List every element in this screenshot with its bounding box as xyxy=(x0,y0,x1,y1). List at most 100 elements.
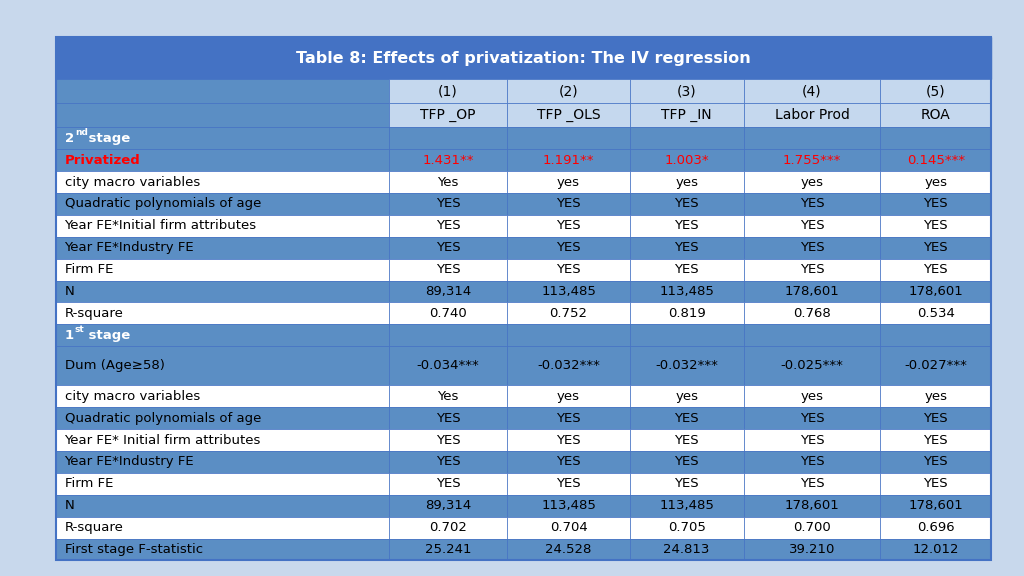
Bar xyxy=(389,79,507,103)
Text: (5): (5) xyxy=(926,84,945,98)
Text: Yes: Yes xyxy=(437,176,459,188)
Bar xyxy=(743,103,881,127)
Text: YES: YES xyxy=(675,412,699,425)
Text: 0.145***: 0.145*** xyxy=(906,154,965,166)
Bar xyxy=(630,495,743,517)
Text: YES: YES xyxy=(800,412,824,425)
Text: 113,485: 113,485 xyxy=(659,499,714,512)
Bar xyxy=(743,495,881,517)
Text: nd: nd xyxy=(75,128,88,137)
Bar xyxy=(630,324,743,346)
Text: (1): (1) xyxy=(438,84,458,98)
Bar xyxy=(389,302,507,324)
Bar xyxy=(881,407,991,429)
Bar xyxy=(881,259,991,281)
Text: Year FE*Industry FE: Year FE*Industry FE xyxy=(65,241,195,254)
Bar xyxy=(56,193,389,215)
Bar xyxy=(507,103,630,127)
Bar xyxy=(56,237,389,259)
Text: YES: YES xyxy=(436,434,461,446)
Text: YES: YES xyxy=(556,263,581,276)
Text: 0.696: 0.696 xyxy=(918,521,954,534)
Bar xyxy=(743,237,881,259)
Text: YES: YES xyxy=(675,434,699,446)
Text: N: N xyxy=(65,499,75,512)
Text: YES: YES xyxy=(556,241,581,254)
Text: R-square: R-square xyxy=(65,307,123,320)
Text: ROA: ROA xyxy=(921,108,950,122)
Bar xyxy=(56,324,389,346)
Text: yes: yes xyxy=(801,390,823,403)
Bar xyxy=(507,451,630,473)
Bar xyxy=(743,302,881,324)
Bar xyxy=(56,103,389,127)
Bar xyxy=(743,281,881,302)
Bar xyxy=(881,215,991,237)
Text: TFP _OLS: TFP _OLS xyxy=(537,108,600,122)
Text: 178,601: 178,601 xyxy=(908,285,964,298)
Bar xyxy=(743,539,881,560)
Bar xyxy=(630,237,743,259)
Text: -0.027***: -0.027*** xyxy=(904,359,968,372)
Bar xyxy=(881,103,991,127)
Text: stage: stage xyxy=(84,329,130,342)
Bar xyxy=(507,539,630,560)
Bar xyxy=(507,429,630,451)
Text: YES: YES xyxy=(924,263,948,276)
Bar xyxy=(630,451,743,473)
Bar xyxy=(507,171,630,193)
Bar xyxy=(389,495,507,517)
Text: YES: YES xyxy=(924,434,948,446)
Bar xyxy=(507,517,630,539)
Bar xyxy=(743,79,881,103)
Bar xyxy=(56,385,389,407)
Bar xyxy=(881,302,991,324)
Bar xyxy=(881,495,991,517)
Text: city macro variables: city macro variables xyxy=(65,390,200,403)
Bar xyxy=(743,193,881,215)
Bar xyxy=(389,281,507,302)
Bar xyxy=(507,193,630,215)
Text: N: N xyxy=(65,285,75,298)
Text: -0.032***: -0.032*** xyxy=(655,359,718,372)
Text: 178,601: 178,601 xyxy=(784,285,840,298)
Text: YES: YES xyxy=(924,456,948,468)
Bar xyxy=(630,346,743,385)
Text: 113,485: 113,485 xyxy=(541,285,596,298)
Bar xyxy=(630,259,743,281)
Bar xyxy=(56,302,389,324)
Bar xyxy=(881,346,991,385)
Bar xyxy=(630,302,743,324)
Text: yes: yes xyxy=(675,390,698,403)
Bar xyxy=(389,149,507,171)
Bar xyxy=(630,103,743,127)
Bar xyxy=(743,473,881,495)
Bar xyxy=(630,193,743,215)
Bar xyxy=(389,473,507,495)
Text: 113,485: 113,485 xyxy=(541,499,596,512)
Bar xyxy=(507,346,630,385)
Bar xyxy=(743,451,881,473)
Text: YES: YES xyxy=(924,241,948,254)
Text: 1: 1 xyxy=(65,329,74,342)
Bar xyxy=(630,473,743,495)
Text: -0.025***: -0.025*** xyxy=(780,359,844,372)
Text: city macro variables: city macro variables xyxy=(65,176,200,188)
Text: 0.740: 0.740 xyxy=(429,307,467,320)
Bar xyxy=(630,385,743,407)
Text: 1.003*: 1.003* xyxy=(665,154,709,166)
Bar xyxy=(389,259,507,281)
Text: 25.241: 25.241 xyxy=(425,543,471,556)
Text: YES: YES xyxy=(924,219,948,232)
Text: Table 8: Effects of privatization: The IV regression: Table 8: Effects of privatization: The I… xyxy=(296,51,752,66)
Text: -0.032***: -0.032*** xyxy=(538,359,600,372)
Bar xyxy=(56,127,389,149)
Text: 0.702: 0.702 xyxy=(429,521,467,534)
Bar xyxy=(56,171,389,193)
Bar xyxy=(743,324,881,346)
Text: YES: YES xyxy=(436,219,461,232)
Bar xyxy=(56,259,389,281)
Bar xyxy=(881,237,991,259)
Bar xyxy=(630,127,743,149)
Bar xyxy=(507,259,630,281)
